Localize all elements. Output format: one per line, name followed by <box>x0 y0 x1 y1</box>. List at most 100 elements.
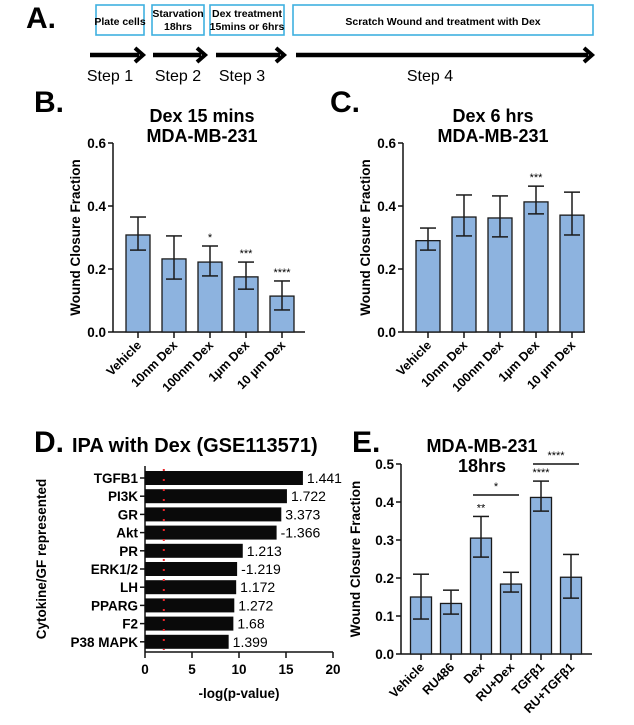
chart-title: Dex 6 hrs <box>452 106 533 126</box>
arrow-head-icon <box>274 46 288 64</box>
step-box-text: 15mins or 6hrs <box>210 21 285 33</box>
y-tick-label: F2 <box>122 617 138 632</box>
step-label: Step 1 <box>87 68 133 85</box>
chart-title: Dex 15 mins <box>149 106 254 126</box>
workflow-step: Plate cells Step 1 <box>87 4 147 85</box>
step-box <box>292 4 594 36</box>
step-box <box>151 4 205 36</box>
panel-label-c: C. <box>330 86 360 119</box>
y-tick-label: 0.2 <box>377 262 396 277</box>
bar <box>499 583 523 655</box>
bar <box>145 507 282 522</box>
bracket-label: * <box>494 481 499 493</box>
chart-title: 18hrs <box>458 456 506 476</box>
bar <box>125 234 151 333</box>
arrow-head-icon <box>195 46 209 64</box>
workflow-step: Scratch Wound and treatment with Dex Step… <box>292 4 596 85</box>
bar-annotation: 1.68 <box>237 616 264 632</box>
bar-annotation: 1.399 <box>233 634 268 650</box>
x-tick-label: Vehicle <box>387 660 427 700</box>
bar-annotation: 1.213 <box>247 543 282 559</box>
bar <box>529 496 553 655</box>
x-tick-label: 20 <box>325 662 340 677</box>
y-axis-label: Wound Closure Fraction <box>68 159 83 316</box>
y-tick-label: LH <box>120 580 138 595</box>
y-tick-label: 0.6 <box>87 136 106 151</box>
y-tick-label: GR <box>118 507 139 522</box>
bar-annotation: 1.272 <box>238 597 273 613</box>
bar-annotation: 1.172 <box>240 579 275 595</box>
y-tick-label: 0.0 <box>87 325 106 340</box>
significance-label: * <box>208 232 213 244</box>
step-box-text: Plate cells <box>94 16 146 28</box>
y-tick-label: 0.4 <box>87 199 106 214</box>
y-tick-label: 0.2 <box>375 571 394 586</box>
panel-d-chart: D. IPA with Dex (GSE113571) Cytokine/GF r… <box>34 426 342 701</box>
y-axis-label: Wound Closure Fraction <box>348 481 363 638</box>
step-box <box>95 4 145 36</box>
y-tick-label: 0.5 <box>375 457 394 472</box>
step-box <box>209 4 285 36</box>
step-label: Step 4 <box>407 68 453 85</box>
chart-title: IPA with Dex (GSE113571) <box>72 435 318 457</box>
step-label: Step 3 <box>219 68 265 85</box>
bar-annotation: 3.373 <box>285 506 320 522</box>
step-box-text: Dex treatment <box>212 8 283 20</box>
y-tick-label: PI3K <box>108 489 138 504</box>
x-axis-label: -log(p-value) <box>199 686 280 701</box>
y-tick-label: 0.3 <box>375 533 394 548</box>
x-tick-label: 15 <box>278 662 294 677</box>
x-tick-label: RU486 <box>420 660 457 697</box>
y-tick-label: PR <box>119 544 138 559</box>
chart-title: MDA-MB-231 <box>426 436 537 456</box>
panel-label-b: B. <box>34 86 64 119</box>
significance-label: ** <box>477 502 486 514</box>
arrow-head-icon <box>133 46 147 64</box>
bar <box>145 525 277 540</box>
x-tick-label: 5 <box>188 662 196 677</box>
significance-label: *** <box>530 172 544 184</box>
chart-title: MDA-MB-231 <box>146 126 257 146</box>
x-tick-label: 0 <box>141 662 149 677</box>
step-box-text: Starvation <box>152 8 203 20</box>
y-axis-label: Cytokine/GF represented <box>34 479 49 640</box>
x-tick-label: Dex <box>461 660 487 686</box>
y-tick-label: P38 MAPK <box>70 635 138 650</box>
significance-label: **** <box>273 267 291 279</box>
bar <box>145 598 235 613</box>
bracket-label: **** <box>547 450 565 462</box>
bar-annotation: -1.366 <box>281 525 321 541</box>
step-label: Step 2 <box>155 68 201 85</box>
bar-annotation: -1.219 <box>241 561 281 577</box>
significance-label: *** <box>240 248 254 260</box>
bar <box>145 489 287 504</box>
y-tick-label: TGFB1 <box>94 471 139 486</box>
y-tick-label: 0.1 <box>375 609 394 624</box>
bar <box>145 471 303 485</box>
y-tick-label: 0.4 <box>375 495 394 510</box>
bar <box>523 201 549 333</box>
bar <box>145 580 237 595</box>
bar <box>145 543 243 558</box>
y-tick-label: 0.2 <box>87 262 106 277</box>
bar <box>145 616 234 631</box>
panel-label-d: D. <box>34 426 64 459</box>
chart-title: MDA-MB-231 <box>437 126 548 146</box>
panel-label-e: E. <box>352 426 380 459</box>
bar-annotation: 1.441 <box>307 470 342 486</box>
step-box-text: Scratch Wound and treatment with Dex <box>345 16 540 28</box>
y-tick-label: PPARG <box>91 598 138 613</box>
bar <box>415 239 441 333</box>
x-tick-label: 10 <box>231 662 246 677</box>
y-tick-label: 0.0 <box>375 647 394 662</box>
panel-label-a: A. <box>26 2 56 35</box>
y-tick-label: ERK1/2 <box>91 562 138 577</box>
